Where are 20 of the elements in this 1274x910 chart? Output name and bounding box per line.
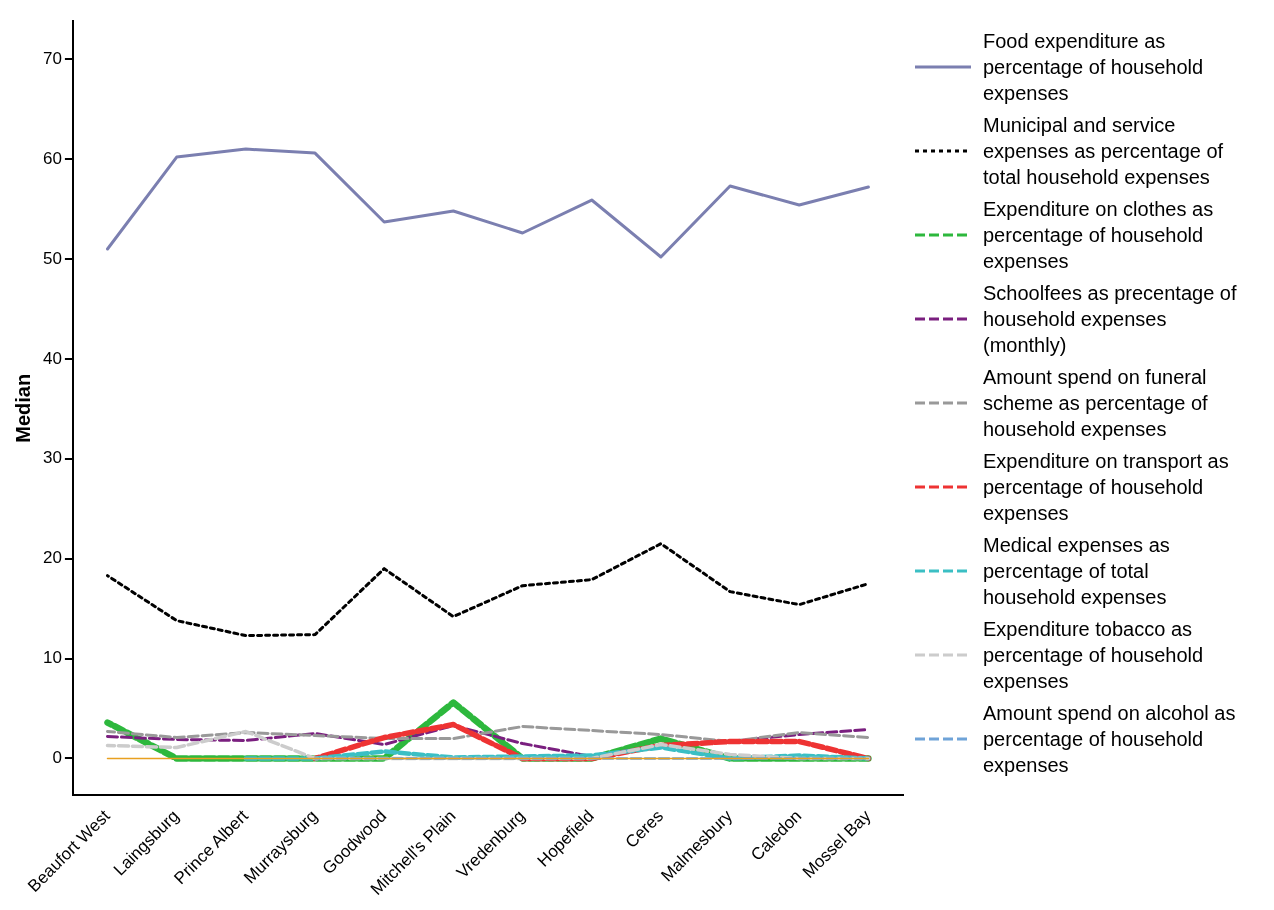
line-series [243, 745, 871, 761]
y-tick-label: 10 [42, 648, 62, 668]
y-tick-label: 60 [42, 148, 62, 168]
legend-label: Amount spend on funeral scheme as percentage of household expenses [983, 365, 1209, 442]
legend-label: Medical expenses as percentage of total household expenses [983, 533, 1171, 610]
y-tick-label: 20 [42, 548, 62, 568]
legend-label: Expenditure on clothes as percentage of household expenses [983, 197, 1215, 274]
legend-label: Municipal and service expenses as percentage of total household expenses [983, 113, 1225, 190]
legend-label: Expenditure on transport as percentage of household expenses [983, 449, 1230, 526]
y-tick-label: 40 [42, 348, 62, 368]
y-axis-title: Median [11, 373, 34, 443]
legend-label: Amount spend on alcohol as percentage of household expenses [983, 701, 1237, 778]
y-tick-label: 70 [42, 48, 62, 68]
line-series [106, 542, 870, 638]
legend-label: Schoolfees as precentage of household expenses (monthly) [983, 281, 1238, 358]
y-tick-label: 30 [42, 448, 62, 468]
y-tick-label: 50 [42, 248, 62, 268]
y-tick-label: 0 [52, 748, 62, 768]
legend-label: Expenditure tobacco as percentage of household expenses [983, 617, 1205, 694]
legend-label: Food expenditure as percentage of household expenses [983, 29, 1205, 106]
